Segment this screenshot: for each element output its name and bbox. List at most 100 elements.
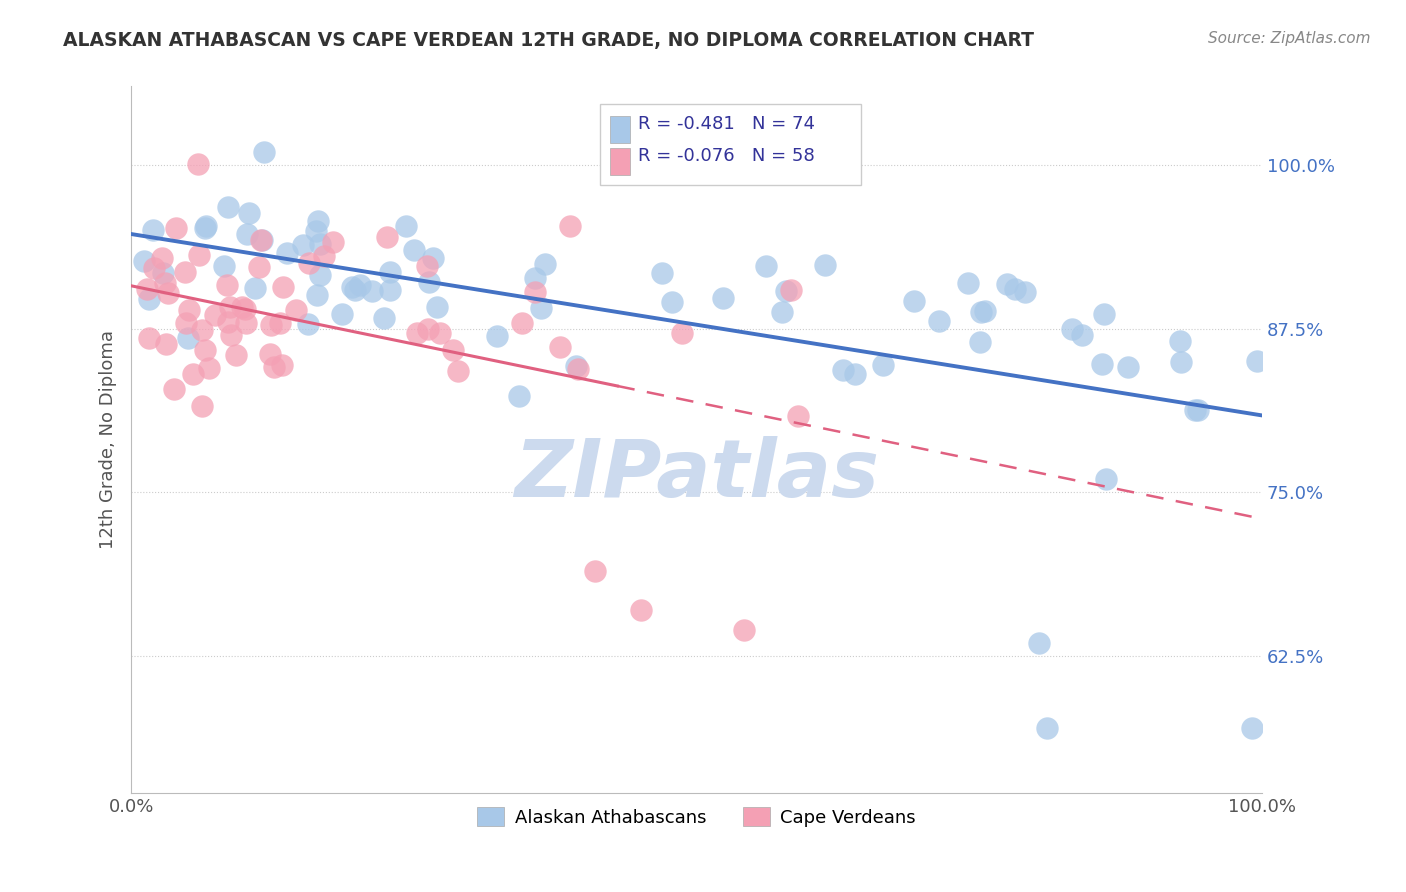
Point	[671, 326, 693, 340]
Point	[307, 288, 329, 302]
Point	[429, 326, 451, 341]
Point	[132, 254, 155, 268]
Text: ALASKAN ATHABASCAN VS CAPE VERDEAN 12TH GRADE, NO DIPLOMA CORRELATION CHART: ALASKAN ATHABASCAN VS CAPE VERDEAN 12TH …	[63, 31, 1035, 50]
Point	[138, 292, 160, 306]
Point	[231, 301, 253, 315]
Point	[974, 303, 997, 318]
Point	[157, 285, 180, 300]
Point	[1028, 636, 1050, 650]
Point	[405, 326, 427, 340]
Point	[187, 156, 209, 170]
FancyBboxPatch shape	[610, 116, 630, 143]
Point	[378, 265, 401, 279]
Point	[786, 409, 808, 423]
Point	[247, 260, 270, 275]
Point	[957, 276, 980, 290]
Point	[360, 284, 382, 298]
Point	[373, 310, 395, 325]
Point	[651, 266, 673, 280]
Point	[152, 266, 174, 280]
Point	[375, 230, 398, 244]
Point	[204, 308, 226, 322]
FancyBboxPatch shape	[610, 148, 630, 175]
Point	[322, 235, 344, 249]
Point	[418, 275, 440, 289]
Point	[142, 261, 165, 276]
Point	[1071, 328, 1094, 343]
Point	[219, 328, 242, 343]
Point	[225, 348, 247, 362]
Point	[153, 276, 176, 290]
Point	[235, 316, 257, 330]
Point	[138, 330, 160, 344]
Point	[770, 304, 793, 318]
Point	[194, 221, 217, 235]
Point	[309, 236, 332, 251]
Point	[271, 279, 294, 293]
Point	[565, 359, 588, 373]
Point	[297, 318, 319, 332]
Point	[426, 300, 449, 314]
Text: R = -0.076   N = 58: R = -0.076 N = 58	[638, 146, 814, 165]
Point	[755, 259, 778, 273]
Point	[447, 364, 470, 378]
Point	[183, 368, 205, 382]
Point	[163, 382, 186, 396]
Point	[1094, 307, 1116, 321]
Point	[165, 220, 187, 235]
Point	[142, 223, 165, 237]
Point	[219, 300, 242, 314]
Point	[844, 367, 866, 381]
Point	[395, 219, 418, 233]
Point	[1246, 354, 1268, 368]
Point	[1014, 285, 1036, 299]
Point	[661, 294, 683, 309]
Point	[253, 145, 276, 159]
Point	[284, 302, 307, 317]
Text: ZIPatlas: ZIPatlas	[515, 436, 879, 514]
Point	[245, 281, 267, 295]
Point	[197, 361, 219, 376]
Point	[194, 343, 217, 357]
Point	[270, 358, 292, 372]
Point	[928, 314, 950, 328]
Point	[1091, 357, 1114, 371]
Point	[630, 603, 652, 617]
Point	[530, 301, 553, 315]
Point	[711, 291, 734, 305]
Point	[422, 251, 444, 265]
Point	[1241, 721, 1264, 735]
Point	[191, 400, 214, 414]
Point	[190, 323, 212, 337]
Point	[307, 213, 329, 227]
Point	[1170, 355, 1192, 369]
Point	[1036, 721, 1059, 735]
Point	[309, 268, 332, 283]
Point	[995, 277, 1018, 291]
Point	[733, 623, 755, 637]
Point	[330, 307, 353, 321]
Point	[813, 258, 835, 272]
Point	[269, 316, 291, 330]
Point	[1004, 282, 1026, 296]
Point	[485, 328, 508, 343]
Point	[380, 283, 402, 297]
Point	[416, 322, 439, 336]
Point	[416, 260, 439, 274]
Point	[349, 277, 371, 292]
Point	[533, 257, 555, 271]
Point	[150, 251, 173, 265]
Point	[174, 316, 197, 330]
Point	[903, 294, 925, 309]
Point	[136, 282, 159, 296]
Point	[524, 271, 547, 285]
Point	[969, 305, 991, 319]
Point	[1118, 359, 1140, 374]
Point	[174, 265, 197, 279]
Legend: Alaskan Athabascans, Cape Verdeans: Alaskan Athabascans, Cape Verdeans	[470, 800, 924, 834]
Point	[188, 248, 211, 262]
Point	[969, 334, 991, 349]
Point	[305, 224, 328, 238]
Point	[510, 316, 533, 330]
Point	[775, 285, 797, 299]
